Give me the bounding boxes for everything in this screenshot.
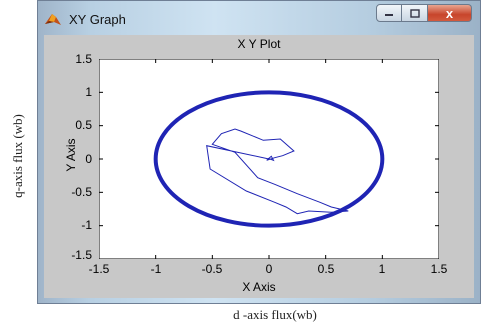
minimize-icon — [385, 14, 393, 16]
y-tick-label: -0.5 — [71, 185, 92, 199]
title-bar[interactable]: XY Graph x — [38, 1, 480, 35]
y-tick-label: 0 — [85, 152, 92, 166]
minimize-button[interactable] — [376, 4, 402, 22]
x-axis-label: X Axis — [242, 280, 276, 294]
x-tick-label: 1 — [378, 262, 386, 276]
plot-title: X Y Plot — [237, 37, 281, 51]
x-tick-label: -0.5 — [201, 262, 223, 276]
y-axis-label: Y Axis — [64, 138, 78, 172]
transient-flux-trajectory — [206, 128, 349, 215]
x-tick-label: 0 — [265, 262, 273, 276]
plot-figure: X Y Plot 1.5 1 0.5 0 -0.5 -1 -1.5 -1.5 -… — [44, 35, 474, 298]
maximize-button[interactable] — [402, 4, 428, 22]
steady-state-flux-circle — [153, 90, 385, 228]
x-tick-label: 0.5 — [317, 262, 335, 276]
y-tick-label: -1.5 — [71, 248, 92, 262]
window-title: XY Graph — [69, 12, 126, 27]
close-icon: x — [445, 5, 454, 21]
close-button[interactable]: x — [428, 4, 472, 22]
matlab-logo-icon — [44, 11, 62, 27]
x-tick-label: -1.5 — [88, 262, 110, 276]
y-tick-label: 0.5 — [75, 118, 92, 132]
window-controls: x — [376, 4, 472, 24]
y-tick-label: 1 — [85, 85, 92, 99]
plot-area — [99, 59, 439, 259]
x-tick-label: 1.5 — [430, 262, 448, 276]
outer-x-axis-label: d -axis flux(wb) — [233, 307, 317, 322]
maximize-icon — [409, 8, 420, 18]
y-tick-label: -1 — [81, 218, 92, 232]
xy-graph-window: XY Graph x X Y Plot 1.5 1 0.5 0 -0.5 -1 … — [37, 0, 481, 304]
y-tick-label: 1.5 — [75, 52, 92, 66]
x-tick-label: -1 — [150, 262, 162, 276]
outer-y-axis-label: q-axis flux (wb) — [10, 114, 25, 198]
